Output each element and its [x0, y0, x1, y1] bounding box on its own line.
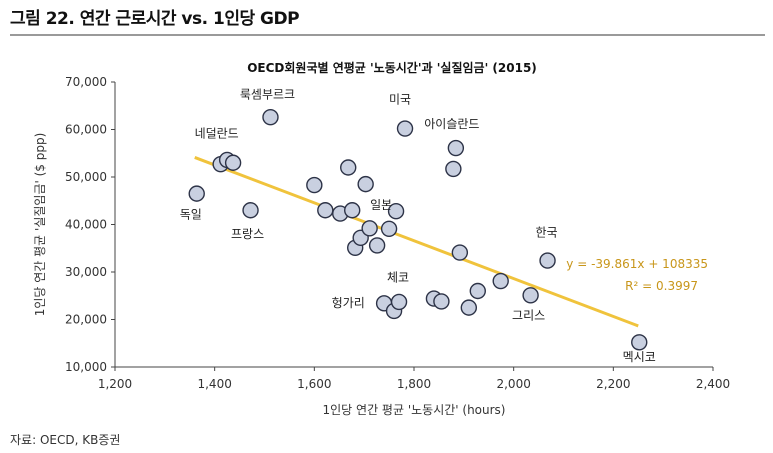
country-label: 독일 — [180, 207, 202, 221]
y-tick-label: 20,000 — [65, 313, 107, 327]
data-point — [445, 160, 462, 178]
x-tick-label: 2,000 — [496, 377, 530, 391]
y-tick-label: 30,000 — [65, 265, 107, 279]
data-point — [390, 293, 408, 311]
data-point — [469, 282, 486, 300]
data-point — [361, 220, 378, 237]
country-label: 룩셈부르크 — [240, 88, 295, 102]
data-point — [460, 299, 478, 316]
data-point — [188, 185, 205, 202]
trend-equation: y = -39.861x + 108335 — [566, 257, 708, 271]
data-point — [387, 202, 405, 220]
y-tick-label: 50,000 — [65, 170, 107, 184]
data-point — [344, 202, 361, 219]
data-point — [317, 202, 334, 219]
data-point — [433, 293, 450, 310]
data-point — [242, 202, 259, 219]
data-point — [380, 220, 398, 237]
country-label: 프랑스 — [231, 227, 264, 241]
data-point — [631, 334, 648, 351]
country-label: 멕시코 — [623, 350, 656, 364]
country-label: 그리스 — [512, 309, 545, 323]
data-point — [262, 108, 279, 126]
x-tick-label: 1,800 — [397, 377, 431, 391]
y-tick-label: 70,000 — [65, 75, 107, 89]
x-tick-label: 1,600 — [297, 377, 331, 391]
data-point — [340, 159, 357, 176]
y-tick-labels: 10,000 20,000 30,000 40,000 50,000 60,000 70,0… — [65, 75, 115, 374]
data-point — [306, 176, 323, 194]
y-axis-title: 1인당 연간 평균 '실질임금' ($ ppp) — [33, 133, 47, 317]
title-divider — [10, 34, 765, 36]
x-tick-label: 2,400 — [696, 377, 730, 391]
figure-title: 그림 22. 연간 근로시간 vs. 1인당 GDP — [10, 9, 300, 29]
y-tick-label: 10,000 — [65, 360, 107, 374]
data-point — [447, 139, 465, 157]
trend-line — [194, 156, 639, 328]
data-point — [396, 120, 414, 137]
data-point — [522, 287, 539, 304]
data-point — [492, 272, 509, 290]
country-label: 한국 — [536, 225, 558, 239]
country-label: 체코 — [387, 271, 409, 285]
data-points — [188, 108, 648, 351]
data-point — [368, 237, 386, 254]
y-tick-label: 40,000 — [65, 218, 107, 232]
source-note: 자료: OECD, KB증권 — [10, 433, 121, 447]
data-point — [539, 252, 556, 269]
chart-title: OECD회원국별 연평균 '노동시간'과 '실질임금' (2015) — [247, 60, 537, 75]
country-label: 헝가리 — [332, 296, 365, 310]
country-label: 일본 — [370, 198, 392, 212]
x-axis-title: 1인당 연간 평균 '노동시간' (hours) — [323, 403, 506, 417]
axes — [114, 82, 713, 368]
data-point — [451, 244, 469, 261]
country-label: 아이슬란드 — [424, 117, 479, 131]
x-tick-label: 2,200 — [596, 377, 630, 391]
data-point — [224, 154, 242, 171]
y-tick-label: 60,000 — [65, 123, 107, 137]
country-label: 네덜란드 — [195, 127, 239, 141]
country-label: 미국 — [389, 92, 411, 106]
x-tick-labels: 1,200 1,400 1,600 1,800 2,000 2,200 2,400 — [98, 367, 730, 391]
x-tick-label: 1,200 — [98, 377, 132, 391]
x-tick-label: 1,400 — [197, 377, 231, 391]
data-point — [357, 175, 374, 193]
trend-r-squared: R² = 0.3997 — [625, 279, 698, 293]
